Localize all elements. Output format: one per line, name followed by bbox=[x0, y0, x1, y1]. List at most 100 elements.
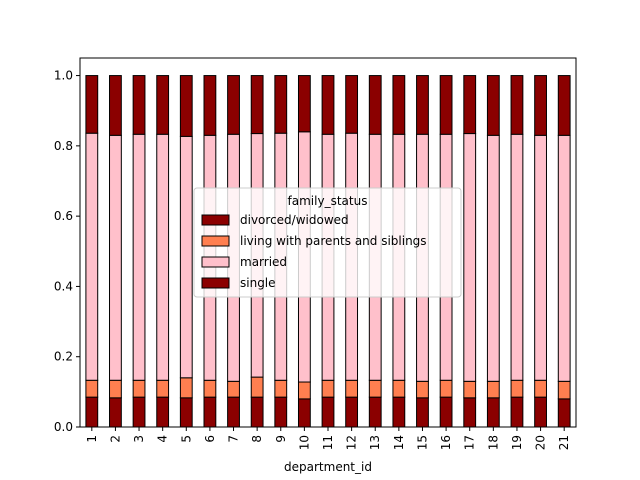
bar-segment bbox=[463, 75, 477, 135]
x-tick-label: 5 bbox=[179, 435, 193, 443]
bar-segment bbox=[250, 75, 264, 135]
bar-segment bbox=[534, 75, 547, 136]
x-tick-label: 15 bbox=[415, 435, 429, 450]
legend-swatch bbox=[201, 214, 230, 226]
bar-segment bbox=[85, 132, 99, 381]
bar-segment bbox=[132, 133, 146, 381]
bar-segment bbox=[109, 75, 122, 136]
bar-segment bbox=[297, 75, 311, 133]
bar-segment bbox=[486, 380, 500, 399]
bar-segment bbox=[439, 75, 453, 135]
bar-segment bbox=[392, 396, 406, 428]
x-tick-label: 20 bbox=[534, 435, 548, 450]
legend-title: family_status bbox=[288, 194, 368, 208]
bar-segment bbox=[392, 379, 406, 398]
bar-segment bbox=[297, 381, 311, 400]
bar-segment bbox=[227, 380, 240, 398]
bar-segment bbox=[368, 396, 382, 428]
bar-segment bbox=[439, 379, 453, 398]
x-tick-label: 17 bbox=[463, 435, 477, 450]
legend-swatch bbox=[201, 235, 230, 247]
bar-segment bbox=[109, 379, 122, 399]
y-tick-label: 0.8 bbox=[54, 139, 73, 153]
bar-segment bbox=[510, 396, 524, 428]
bar-segment bbox=[85, 396, 99, 428]
bar-segment bbox=[203, 396, 217, 428]
bar-segment bbox=[463, 397, 477, 428]
legend-swatch bbox=[201, 256, 230, 268]
bar-segment bbox=[416, 380, 429, 399]
x-tick-label: 12 bbox=[345, 435, 359, 450]
bar-segment bbox=[463, 133, 477, 382]
bar-segment bbox=[557, 75, 571, 136]
bar-segment bbox=[156, 396, 170, 428]
x-tick-label: 2 bbox=[108, 435, 122, 443]
bar-segment bbox=[227, 396, 240, 428]
legend-swatch bbox=[201, 277, 230, 289]
bar-segment bbox=[510, 379, 524, 398]
x-tick-label: 13 bbox=[368, 435, 382, 450]
bar-segment bbox=[321, 396, 335, 428]
axes-layer: 0.00.20.40.60.81.01 2 3 4 5 6 7 8 9 10 11 12 13 14 15 1… bbox=[54, 57, 577, 450]
bar-segment bbox=[510, 75, 524, 135]
x-tick-label: 14 bbox=[392, 435, 406, 450]
x-tick-label: 10 bbox=[297, 435, 311, 450]
legend: family_status divorced/widowed living with… bbox=[193, 187, 462, 298]
bar-segment bbox=[557, 134, 571, 382]
bar-segment bbox=[321, 75, 335, 135]
bar-segment bbox=[179, 397, 193, 428]
bar-segment bbox=[132, 75, 146, 135]
bar-segment bbox=[345, 396, 359, 428]
bar-segment bbox=[85, 379, 99, 398]
legend-label: single bbox=[240, 276, 276, 290]
legend-label: living with parents and siblings bbox=[240, 234, 427, 248]
x-tick-label: 16 bbox=[439, 435, 453, 450]
x-tick-label: 8 bbox=[250, 435, 264, 443]
bar-segment bbox=[534, 379, 547, 398]
bar-segment bbox=[250, 396, 264, 428]
bar-segment bbox=[534, 396, 547, 428]
bar-segment bbox=[321, 379, 335, 398]
x-tick-label: 11 bbox=[321, 435, 335, 450]
x-tick-label: 19 bbox=[510, 435, 524, 450]
bar-segment bbox=[557, 398, 571, 428]
x-tick-label: 7 bbox=[227, 435, 241, 443]
bar-segment bbox=[250, 376, 264, 398]
y-tick-label: 0.0 bbox=[54, 420, 73, 434]
bar-segment bbox=[486, 397, 500, 428]
bar-segment bbox=[274, 379, 288, 398]
bar-segment bbox=[179, 377, 193, 399]
bar-segment bbox=[463, 380, 477, 399]
bar-segment bbox=[156, 133, 170, 381]
bar-segment bbox=[486, 75, 500, 136]
legend-label: divorced/widowed bbox=[240, 213, 349, 227]
y-tick-label: 0.4 bbox=[54, 279, 73, 293]
bar-segment bbox=[179, 75, 193, 137]
x-tick-label: 18 bbox=[486, 435, 500, 450]
bar-segment bbox=[227, 75, 240, 135]
bar-segment bbox=[368, 75, 382, 135]
bar-segment bbox=[109, 134, 122, 381]
bar-segment bbox=[534, 134, 547, 381]
bar-segment bbox=[416, 397, 429, 428]
bar-segment bbox=[132, 396, 146, 428]
legend-label: married bbox=[240, 255, 287, 269]
legend-box bbox=[193, 187, 462, 298]
y-tick-label: 0.2 bbox=[54, 350, 73, 364]
bar-segment bbox=[156, 75, 170, 135]
x-tick-label: 4 bbox=[156, 435, 170, 443]
bar-segment bbox=[297, 398, 311, 428]
bar-segment bbox=[274, 75, 288, 134]
x-axis-label: department_id bbox=[284, 460, 372, 474]
bar-segment bbox=[416, 75, 429, 135]
bar-segment bbox=[486, 134, 500, 382]
y-tick-label: 0.6 bbox=[54, 209, 73, 223]
bar-segment bbox=[439, 396, 453, 428]
bar-segment bbox=[203, 379, 217, 398]
bar-segment bbox=[203, 75, 217, 136]
bar-segment bbox=[392, 75, 406, 135]
bar-segment bbox=[557, 380, 571, 400]
x-tick-label: 21 bbox=[557, 435, 571, 450]
bar-segment bbox=[345, 379, 359, 398]
